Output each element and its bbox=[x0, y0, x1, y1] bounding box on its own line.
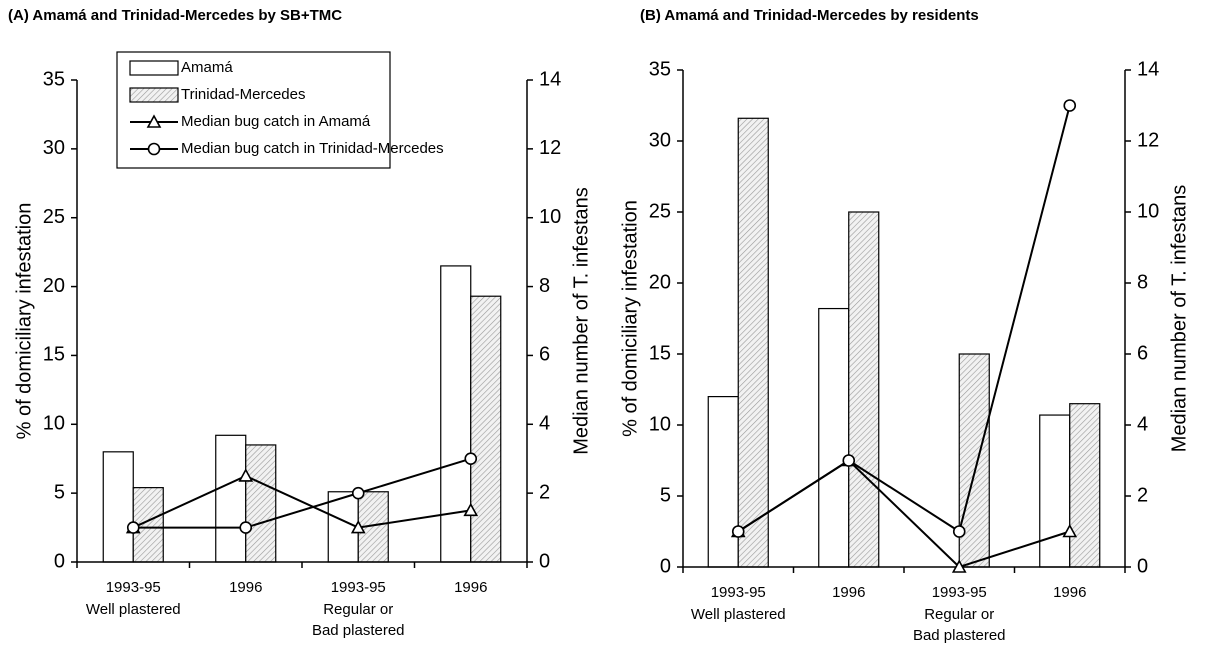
y2-axis-label: Median number of T. infestans bbox=[1168, 185, 1190, 453]
y2-tick-label: 8 bbox=[1137, 271, 1148, 293]
bar bbox=[215, 434, 247, 563]
legend-label: Median bug catch in Amamá bbox=[181, 113, 371, 130]
bar bbox=[737, 117, 769, 568]
x-tick-label: 1996 bbox=[1053, 584, 1086, 601]
chart-title: (B) Amamá and Trinidad-Mercedes by resid… bbox=[640, 7, 979, 24]
bar bbox=[245, 444, 277, 563]
x-tick-label: 1993-95 bbox=[932, 584, 987, 601]
group-label: Bad plastered bbox=[312, 622, 405, 639]
line bbox=[132, 474, 471, 529]
y2-tick-label: 2 bbox=[1137, 484, 1148, 506]
y2-tick-label: 14 bbox=[539, 68, 561, 90]
y2-tick-label: 4 bbox=[539, 413, 550, 435]
circle-marker bbox=[351, 486, 365, 500]
y2-tick-label: 10 bbox=[539, 206, 561, 228]
y-tick-label: 25 bbox=[649, 200, 671, 222]
x-tick-label: 1993-95 bbox=[711, 584, 766, 601]
y-tick-label: 35 bbox=[649, 58, 671, 80]
y2-tick-label: 6 bbox=[539, 344, 550, 366]
x-tick-label: 1996 bbox=[832, 584, 865, 601]
line bbox=[737, 105, 1071, 534]
y-tick-label: 10 bbox=[43, 413, 65, 435]
y-tick-label: 30 bbox=[649, 129, 671, 151]
circle-marker bbox=[147, 142, 161, 156]
y-tick-label: 5 bbox=[54, 481, 65, 503]
triangle-marker bbox=[463, 502, 479, 517]
triangle-marker bbox=[350, 519, 366, 534]
y-tick-label: 15 bbox=[43, 344, 65, 366]
circle-marker bbox=[126, 521, 140, 534]
group-label: Regular or bbox=[323, 601, 393, 618]
group-label: Bad plastered bbox=[913, 627, 1006, 644]
y2-tick-label: 8 bbox=[539, 275, 550, 297]
triangle-marker bbox=[146, 114, 162, 128]
triangle-marker bbox=[1062, 523, 1078, 538]
bar bbox=[327, 491, 359, 563]
circle-marker bbox=[731, 525, 745, 538]
legend-swatch bbox=[129, 87, 179, 103]
bar bbox=[848, 211, 880, 568]
y-tick-label: 5 bbox=[660, 484, 671, 506]
legend-label: Median bug catch in Trinidad-Mercedes bbox=[181, 140, 444, 157]
bar bbox=[440, 265, 472, 563]
y2-tick-label: 10 bbox=[1137, 200, 1159, 222]
circle-marker bbox=[464, 452, 478, 466]
y-tick-label: 20 bbox=[649, 271, 671, 293]
y-axis-label: % of domiciliary infestation bbox=[13, 203, 35, 440]
y2-tick-label: 0 bbox=[539, 550, 550, 572]
bar bbox=[102, 451, 134, 563]
y-tick-label: 0 bbox=[54, 550, 65, 572]
y-tick-label: 15 bbox=[649, 342, 671, 364]
x-tick-label: 1993-95 bbox=[106, 579, 161, 596]
y-tick-label: 30 bbox=[43, 137, 65, 159]
line bbox=[737, 459, 1071, 569]
bar bbox=[707, 396, 739, 568]
legend-swatch bbox=[129, 60, 179, 76]
panel: (A) Amamá and Trinidad-Mercedes by SB+TM… bbox=[8, 7, 592, 639]
x-tick-label: 1996 bbox=[229, 579, 262, 596]
y2-axis-label: Median number of T. infestans bbox=[570, 187, 592, 455]
y2-tick-label: 6 bbox=[1137, 342, 1148, 364]
group-label: Well plastered bbox=[86, 601, 181, 618]
circle-marker bbox=[239, 521, 253, 534]
y-tick-label: 25 bbox=[43, 206, 65, 228]
chart-title: (A) Amamá and Trinidad-Mercedes by SB+TM… bbox=[8, 7, 342, 24]
legend-label: Trinidad-Mercedes bbox=[181, 86, 306, 103]
y-axis-label: % of domiciliary infestation bbox=[619, 200, 641, 437]
y-tick-label: 10 bbox=[649, 413, 671, 435]
group-label: Well plastered bbox=[691, 606, 786, 623]
circle-marker bbox=[842, 454, 856, 467]
y-tick-label: 0 bbox=[660, 555, 671, 577]
y2-tick-label: 4 bbox=[1137, 413, 1148, 435]
circle-marker bbox=[952, 525, 966, 538]
x-tick-label: 1996 bbox=[454, 579, 487, 596]
bar bbox=[470, 295, 502, 563]
y2-tick-label: 2 bbox=[539, 481, 550, 503]
bar bbox=[1069, 403, 1101, 568]
line bbox=[133, 457, 472, 529]
y-tick-label: 35 bbox=[43, 68, 65, 90]
triangle-marker bbox=[951, 559, 967, 573]
circle-marker bbox=[1063, 99, 1077, 112]
bar bbox=[1039, 414, 1071, 568]
y2-tick-label: 12 bbox=[1137, 129, 1159, 151]
panel: (B) Amamá and Trinidad-Mercedes by resid… bbox=[619, 7, 1190, 644]
triangle-marker bbox=[238, 468, 254, 482]
y2-tick-label: 12 bbox=[539, 137, 561, 159]
y2-tick-label: 0 bbox=[1137, 555, 1148, 577]
y2-tick-label: 14 bbox=[1137, 58, 1159, 80]
y-tick-label: 20 bbox=[43, 275, 65, 297]
bar bbox=[818, 307, 850, 568]
legend-label: Amamá bbox=[181, 59, 233, 76]
group-label: Regular or bbox=[924, 606, 994, 623]
x-tick-label: 1993-95 bbox=[331, 579, 386, 596]
